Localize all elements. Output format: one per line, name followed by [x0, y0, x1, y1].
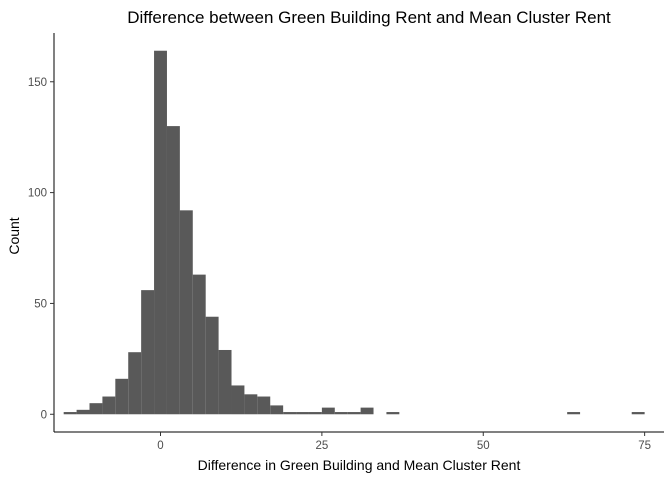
histogram-bar	[386, 412, 400, 415]
histogram-bar	[231, 385, 245, 415]
y-axis-label: Count	[6, 217, 22, 254]
histogram-bar	[154, 50, 167, 415]
histogram-bar	[360, 407, 374, 415]
histogram-bar	[205, 316, 219, 415]
x-axis-label: Difference in Green Building and Mean Cl…	[198, 457, 521, 473]
y-ticks-group: 0 50 100 150	[28, 77, 54, 421]
histogram-bar	[334, 412, 348, 415]
chart-title: Difference between Green Building Rent a…	[127, 8, 611, 27]
x-ticks-group: 0 25 50 75	[157, 432, 651, 452]
histogram-bar	[244, 394, 258, 415]
y-tick-label: 150	[28, 77, 47, 89]
x-tick-label: 75	[638, 440, 651, 452]
histogram-bar	[63, 412, 77, 415]
histogram-bar	[296, 412, 309, 415]
histogram-bar	[631, 412, 645, 415]
y-tick-label: 50	[34, 298, 47, 310]
histogram-bar	[166, 126, 180, 415]
x-tick-label: 0	[157, 440, 163, 452]
x-tick-label: 25	[315, 440, 328, 452]
histogram-bar	[179, 210, 193, 415]
histogram-bar	[308, 412, 322, 415]
histogram-bar	[321, 407, 335, 415]
histogram-bar	[89, 403, 103, 415]
histogram-bar	[192, 274, 206, 415]
y-tick-label: 0	[41, 409, 47, 421]
histogram-bar	[283, 412, 297, 415]
histogram-bar	[218, 349, 232, 415]
histogram-bar	[257, 396, 271, 415]
bars-group	[63, 50, 645, 415]
x-tick-label: 50	[477, 440, 490, 452]
histogram-bar	[141, 290, 155, 415]
histogram-bar	[76, 409, 90, 415]
histogram-bar	[270, 405, 284, 415]
histogram-bar	[102, 396, 116, 415]
histogram-bar	[347, 412, 361, 415]
histogram-bar	[115, 378, 129, 415]
y-tick-label: 100	[28, 188, 47, 200]
histogram-bar	[128, 352, 142, 415]
histogram-bar	[567, 412, 581, 415]
